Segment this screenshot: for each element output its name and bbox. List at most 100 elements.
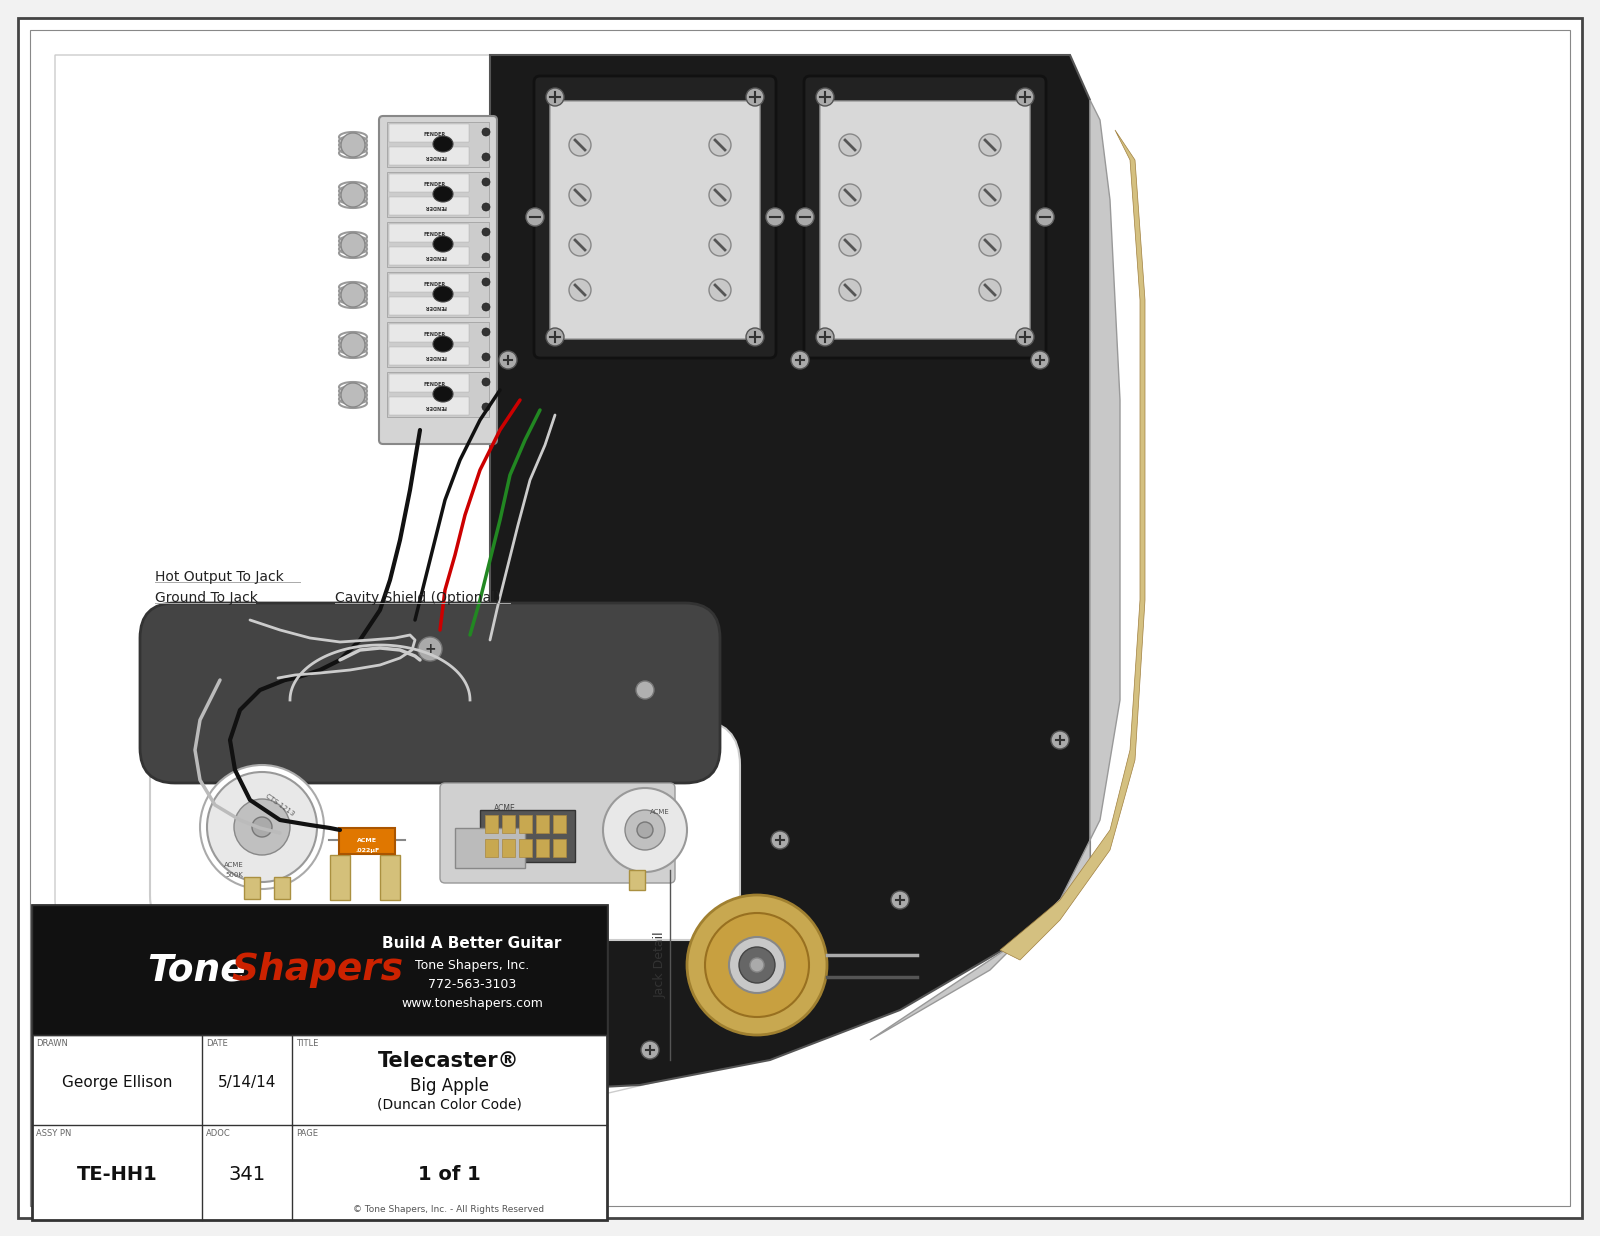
- Text: DRAWN: DRAWN: [37, 1039, 67, 1048]
- Circle shape: [750, 958, 765, 971]
- Circle shape: [797, 208, 814, 226]
- Bar: [389, 124, 469, 142]
- Ellipse shape: [434, 185, 453, 201]
- Bar: [387, 272, 490, 316]
- Bar: [389, 147, 469, 164]
- Text: CTS 1213: CTS 1213: [264, 794, 296, 817]
- Text: FENDER: FENDER: [424, 331, 446, 336]
- Circle shape: [1016, 328, 1034, 346]
- Circle shape: [482, 253, 490, 261]
- FancyBboxPatch shape: [141, 603, 720, 782]
- Circle shape: [686, 895, 827, 1035]
- Bar: [32, 905, 606, 1220]
- Polygon shape: [870, 100, 1120, 1039]
- Bar: [389, 347, 469, 365]
- Circle shape: [206, 772, 317, 883]
- Bar: [330, 855, 350, 900]
- Circle shape: [746, 328, 765, 346]
- Circle shape: [526, 208, 544, 226]
- Circle shape: [979, 133, 1002, 156]
- Circle shape: [341, 133, 365, 157]
- Bar: [629, 870, 645, 890]
- Text: ACME: ACME: [650, 810, 670, 815]
- Circle shape: [746, 88, 765, 106]
- Bar: [387, 122, 490, 167]
- Circle shape: [642, 1041, 659, 1059]
- Ellipse shape: [434, 336, 453, 352]
- Bar: [518, 839, 533, 857]
- FancyBboxPatch shape: [805, 75, 1046, 358]
- Circle shape: [570, 133, 590, 156]
- Bar: [502, 839, 515, 857]
- Text: Shapers: Shapers: [230, 952, 403, 988]
- Text: ADOC: ADOC: [206, 1128, 230, 1138]
- Circle shape: [482, 303, 490, 311]
- Circle shape: [766, 208, 784, 226]
- Polygon shape: [1000, 130, 1146, 960]
- Bar: [536, 815, 549, 833]
- Bar: [387, 323, 490, 367]
- Text: FENDER: FENDER: [424, 403, 446, 409]
- Bar: [554, 815, 566, 833]
- Circle shape: [1051, 730, 1069, 749]
- Circle shape: [709, 279, 731, 302]
- Text: Tone: Tone: [147, 952, 246, 988]
- Bar: [389, 197, 469, 215]
- Circle shape: [838, 184, 861, 206]
- Bar: [381, 855, 400, 900]
- Text: George Ellison: George Ellison: [62, 1075, 173, 1090]
- Circle shape: [482, 227, 490, 236]
- Circle shape: [891, 891, 909, 908]
- Bar: [502, 815, 515, 833]
- Circle shape: [816, 88, 834, 106]
- Text: ACME: ACME: [494, 803, 515, 812]
- Text: PAGE: PAGE: [296, 1128, 318, 1138]
- Text: Hot Output To Jack: Hot Output To Jack: [155, 570, 283, 583]
- Text: Jack Detail: Jack Detail: [653, 932, 667, 999]
- Circle shape: [706, 913, 810, 1017]
- FancyBboxPatch shape: [534, 75, 776, 358]
- Circle shape: [637, 681, 654, 700]
- Bar: [387, 172, 490, 218]
- Circle shape: [838, 234, 861, 256]
- Circle shape: [1016, 88, 1034, 106]
- Text: FENDER: FENDER: [424, 153, 446, 158]
- Text: FENDER: FENDER: [424, 282, 446, 287]
- Circle shape: [790, 351, 810, 370]
- Circle shape: [709, 133, 731, 156]
- FancyBboxPatch shape: [440, 782, 675, 883]
- Bar: [245, 878, 261, 899]
- Bar: [554, 839, 566, 857]
- Text: ACME: ACME: [357, 838, 378, 843]
- Text: ASSY PN: ASSY PN: [37, 1128, 72, 1138]
- Circle shape: [603, 789, 686, 873]
- Text: 772-563-3103: 772-563-3103: [427, 978, 517, 990]
- Bar: [389, 397, 469, 415]
- Bar: [518, 815, 533, 833]
- FancyBboxPatch shape: [550, 101, 760, 339]
- Circle shape: [709, 234, 731, 256]
- Circle shape: [482, 278, 490, 286]
- Circle shape: [253, 817, 272, 837]
- Circle shape: [816, 328, 834, 346]
- Text: FENDER: FENDER: [424, 182, 446, 187]
- Circle shape: [482, 129, 490, 136]
- Text: Tone Shapers, Inc.: Tone Shapers, Inc.: [414, 958, 530, 971]
- Circle shape: [482, 378, 490, 386]
- Text: Cavity Shield (Optional): Cavity Shield (Optional): [334, 591, 501, 604]
- Text: Ground To Jack: Ground To Jack: [155, 591, 258, 604]
- Circle shape: [234, 798, 290, 855]
- Text: FENDER: FENDER: [424, 204, 446, 209]
- Circle shape: [482, 328, 490, 336]
- Circle shape: [570, 279, 590, 302]
- Ellipse shape: [434, 236, 453, 252]
- Bar: [536, 839, 549, 857]
- Polygon shape: [54, 54, 1070, 1110]
- Bar: [389, 324, 469, 342]
- Bar: [32, 905, 606, 1035]
- Bar: [389, 274, 469, 292]
- Bar: [389, 297, 469, 315]
- Bar: [389, 224, 469, 242]
- Circle shape: [979, 234, 1002, 256]
- Text: FENDER: FENDER: [424, 231, 446, 236]
